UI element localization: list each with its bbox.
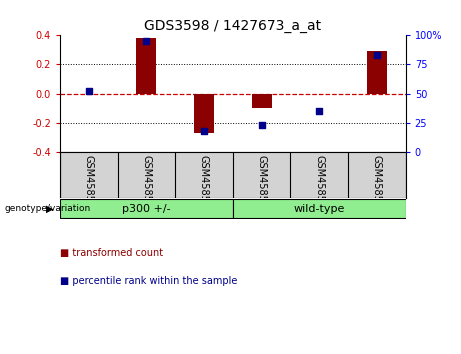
FancyBboxPatch shape (60, 199, 233, 218)
Text: GSM458548: GSM458548 (142, 155, 151, 215)
Text: p300 +/-: p300 +/- (122, 204, 171, 214)
Text: wild-type: wild-type (294, 204, 345, 214)
Point (258, 122, 266, 128)
Point (373, 52, 381, 58)
Text: GSM458547: GSM458547 (84, 155, 94, 215)
Bar (194, 93, 214, 133)
Bar (367, 51, 387, 93)
Bar (136, 38, 156, 93)
Point (85, 88, 92, 94)
Text: GSM458552: GSM458552 (372, 155, 382, 215)
Title: GDS3598 / 1427673_a_at: GDS3598 / 1427673_a_at (144, 19, 321, 33)
Text: ▶: ▶ (46, 204, 53, 214)
Text: GSM458550: GSM458550 (257, 155, 266, 215)
Point (200, 128, 207, 134)
Text: GSM458551: GSM458551 (314, 155, 324, 215)
Text: ■ percentile rank within the sample: ■ percentile rank within the sample (60, 276, 237, 286)
Text: ■ transformed count: ■ transformed count (60, 248, 163, 258)
Bar (252, 93, 272, 108)
FancyBboxPatch shape (233, 199, 406, 218)
Text: GSM458549: GSM458549 (199, 155, 209, 215)
Point (142, 38, 150, 44)
Point (315, 108, 323, 114)
Text: genotype/variation: genotype/variation (5, 204, 91, 213)
